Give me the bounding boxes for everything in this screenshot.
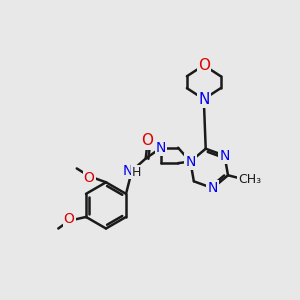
Text: H: H (132, 166, 141, 179)
Text: N: N (198, 92, 209, 106)
Text: CH₃: CH₃ (238, 172, 261, 186)
Text: N: N (219, 148, 230, 163)
Text: N: N (156, 141, 166, 155)
Text: O: O (64, 212, 74, 226)
Text: N: N (123, 164, 133, 178)
Text: N: N (208, 181, 218, 195)
Text: O: O (84, 171, 94, 185)
Text: O: O (141, 133, 153, 148)
Text: O: O (198, 58, 210, 73)
Text: N: N (185, 154, 196, 169)
